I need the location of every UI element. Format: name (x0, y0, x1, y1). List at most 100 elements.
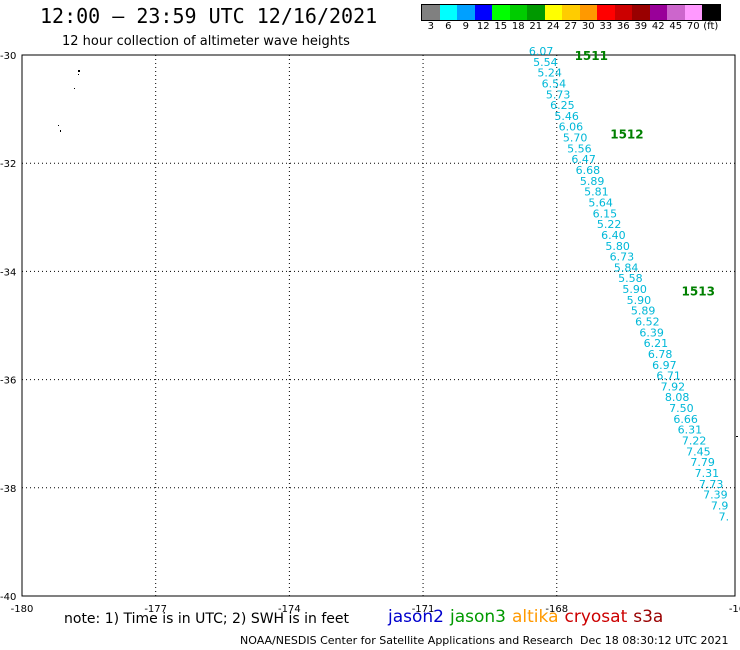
island-marker (78, 74, 79, 75)
color-swatch-label: 45 (669, 21, 683, 32)
mission-legend-jason2: jason2 (388, 607, 444, 627)
color-swatch-label: 3 (427, 21, 434, 32)
credit-line: NOAA/NESDIS Center for Satellite Applica… (240, 634, 574, 647)
wave-height-value: 5.81 (584, 186, 609, 199)
wave-height-value: 7.73 (699, 478, 724, 491)
color-swatch (579, 5, 597, 20)
color-swatch (667, 5, 685, 20)
wave-height-value: 5.24 (537, 67, 562, 80)
wave-height-value: 6.47 (571, 153, 596, 166)
latitude-tick-label: -32 (0, 159, 16, 170)
latitude-tick-label: -36 (0, 376, 16, 387)
wave-height-value: 7.31 (695, 467, 720, 480)
wave-height-value: 5.56 (567, 142, 592, 155)
wave-height-value: 5.22 (597, 218, 622, 231)
orbit-number-label: 1512 (610, 127, 643, 141)
color-swatch-label: 21 (529, 21, 543, 32)
color-swatch-label: 36 (616, 21, 630, 32)
color-swatch-label: 33 (599, 21, 613, 32)
island-markers (58, 70, 738, 437)
map-grid (22, 55, 735, 596)
wave-height-value: 5.90 (627, 294, 652, 307)
wave-height-value: 6.71 (656, 370, 681, 383)
island-marker (58, 125, 59, 126)
color-swatch (492, 5, 510, 20)
mission-legend-jason3: jason3 (450, 607, 506, 627)
longitude-tick-label: -168 (545, 604, 568, 615)
wave-height-value: 6.97 (652, 359, 677, 372)
color-swatch-label: 39 (634, 21, 648, 32)
color-swatch-label: (ft) (703, 21, 719, 32)
island-marker (74, 88, 75, 89)
color-swatch (632, 5, 650, 20)
wave-height-value: 5.54 (533, 56, 558, 69)
latitude-tick-label: -38 (0, 484, 16, 495)
satellite-track: 6.075.545.246.545.736.255.466.065.705.56… (529, 45, 729, 523)
island-marker (78, 70, 80, 72)
wave-height-value: 7. (719, 510, 730, 523)
wave-height-value: 5.80 (605, 240, 630, 253)
color-swatch (474, 5, 492, 20)
map-subtitle: 12 hour collection of altimeter wave hei… (62, 34, 350, 49)
wave-height-value: 6.07 (529, 45, 554, 58)
latitude-tick-label: -34 (0, 267, 16, 278)
wave-height-value: 5.90 (622, 283, 647, 296)
map-title: 12:00 – 23:59 UTC 12/16/2021 (40, 4, 378, 28)
color-swatch-label: 12 (476, 21, 490, 32)
color-swatch-label: 27 (564, 21, 578, 32)
longitude-tick-label: -171 (412, 604, 435, 615)
color-swatch-label: 42 (651, 21, 665, 32)
color-swatch (509, 5, 527, 20)
wave-height-value: 5.89 (580, 175, 605, 188)
longitude-tick-label: -174 (278, 604, 301, 615)
wave-height-value: 5.89 (631, 305, 656, 318)
wave-height-value: 5.58 (618, 272, 643, 285)
wave-height-value: 6.54 (542, 77, 567, 90)
generation-timestamp: Dec 18 08:30:12 UTC 2021 (580, 634, 729, 647)
wave-height-value: 5.73 (546, 88, 571, 101)
mission-legend: jason2 jason3 altika cryosat s3a (388, 607, 669, 627)
latitude-tick-label: -40 (0, 592, 16, 603)
wave-height-value: 6.73 (610, 251, 635, 264)
wave-height-value: 6.68 (576, 164, 601, 177)
latitude-tick-label: -30 (0, 51, 16, 62)
color-swatch (422, 5, 440, 20)
island-marker (736, 436, 738, 437)
axis-tick-labels: -180 -177 -174 -171 -168 -16 -30 -32 -34 -36 -38 -4… (0, 51, 740, 615)
wave-height-value: 7.39 (703, 489, 728, 502)
wave-height-value: 6.66 (673, 413, 698, 426)
mission-legend-s3a: s3a (633, 607, 664, 627)
longitude-tick-label: -177 (144, 604, 167, 615)
color-swatch (544, 5, 562, 20)
wave-height-value: 7.79 (690, 456, 715, 469)
color-swatch (597, 5, 615, 20)
color-swatch-label: 9 (462, 21, 469, 32)
wave-height-value: 6.40 (601, 229, 626, 242)
wave-height-value: 6.21 (644, 337, 669, 350)
color-scale-bar (421, 4, 721, 21)
color-swatch-label: 6 (445, 21, 452, 32)
units-note: note: 1) Time is in UTC; 2) SWH is in fe… (64, 611, 350, 627)
color-swatch-label: 70 (686, 21, 700, 32)
wave-height-value: 6.39 (639, 326, 664, 339)
mission-legend-altika: altika (512, 607, 559, 627)
mission-legend-cryosat: cryosat (564, 607, 628, 627)
map-frame (21, 54, 736, 597)
longitude-tick-label: -16 (729, 604, 740, 615)
color-swatch (457, 5, 475, 20)
wave-height-value: 6.52 (635, 316, 660, 329)
wave-height-value: 5.70 (563, 132, 588, 145)
color-swatch-label: 18 (511, 21, 525, 32)
color-swatch-label: 30 (581, 21, 595, 32)
wave-height-value: 7.50 (669, 402, 694, 415)
color-swatch (527, 5, 545, 20)
color-swatch (649, 5, 667, 20)
wave-height-value: 5.46 (554, 110, 579, 123)
wave-height-value: 6.06 (559, 121, 584, 134)
wave-height-value: 8.08 (665, 391, 690, 404)
wave-height-value: 7.92 (661, 380, 686, 393)
color-swatch (614, 5, 632, 20)
color-swatch-label: 24 (546, 21, 560, 32)
orbit-number-label: 1511 (575, 49, 608, 63)
